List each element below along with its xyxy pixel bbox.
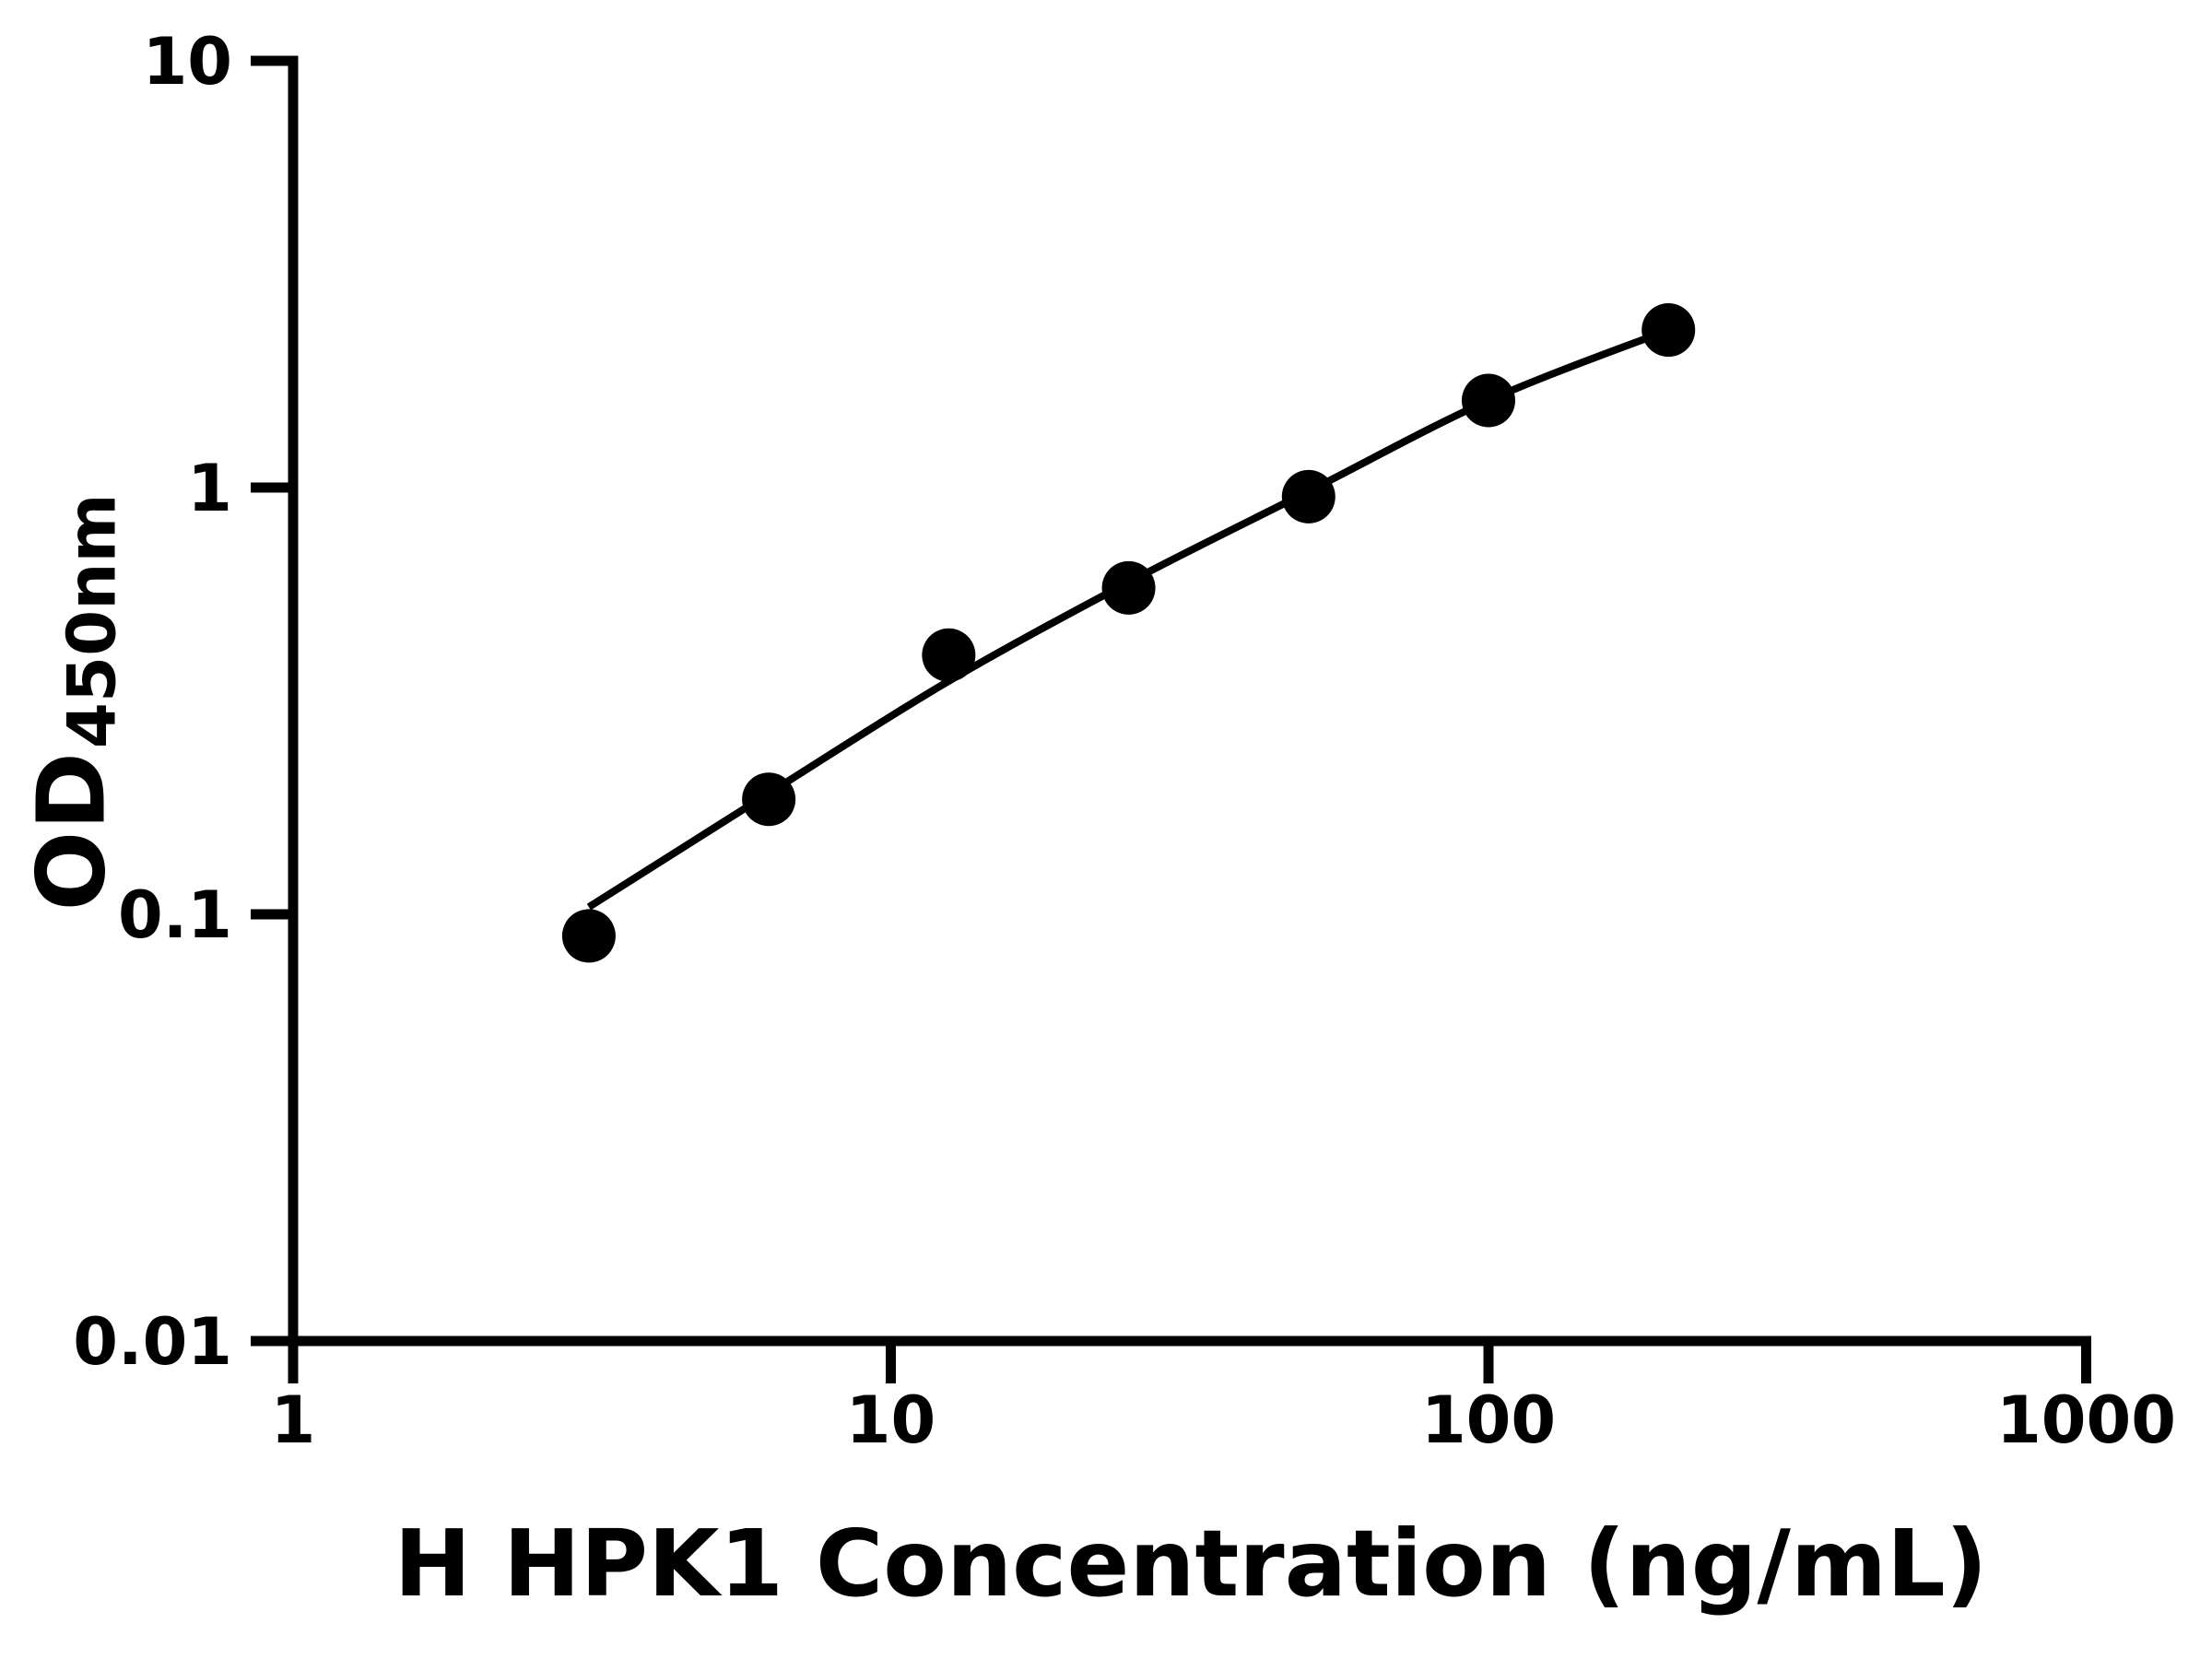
x-tick-label: 100 (1421, 1382, 1556, 1458)
data-point-marker (742, 772, 796, 827)
data-point-marker (1641, 303, 1696, 358)
x-tick-label: 10 (846, 1382, 935, 1458)
y-tick-label: 1 (187, 451, 232, 526)
y-axis-title-main: OD (17, 751, 127, 912)
data-point-marker (922, 628, 976, 682)
data-point-marker (1281, 469, 1335, 524)
y-axis-title-subscript: 450nm (53, 493, 131, 749)
data-point-marker (1462, 373, 1515, 428)
x-tick-label: 1000 (1996, 1382, 2176, 1458)
data-point-marker (1101, 560, 1156, 615)
y-axis-title: OD 450nm (17, 494, 131, 912)
data-point-marker (561, 909, 616, 963)
x-axis-title: H HPK1 Concentration (ng/mL) (394, 1510, 1988, 1618)
x-tick-label: 1 (271, 1382, 316, 1458)
y-tick-label: 0.01 (73, 1304, 232, 1380)
y-tick-label: 0.1 (118, 877, 232, 953)
y-tick-label: 10 (143, 24, 232, 100)
